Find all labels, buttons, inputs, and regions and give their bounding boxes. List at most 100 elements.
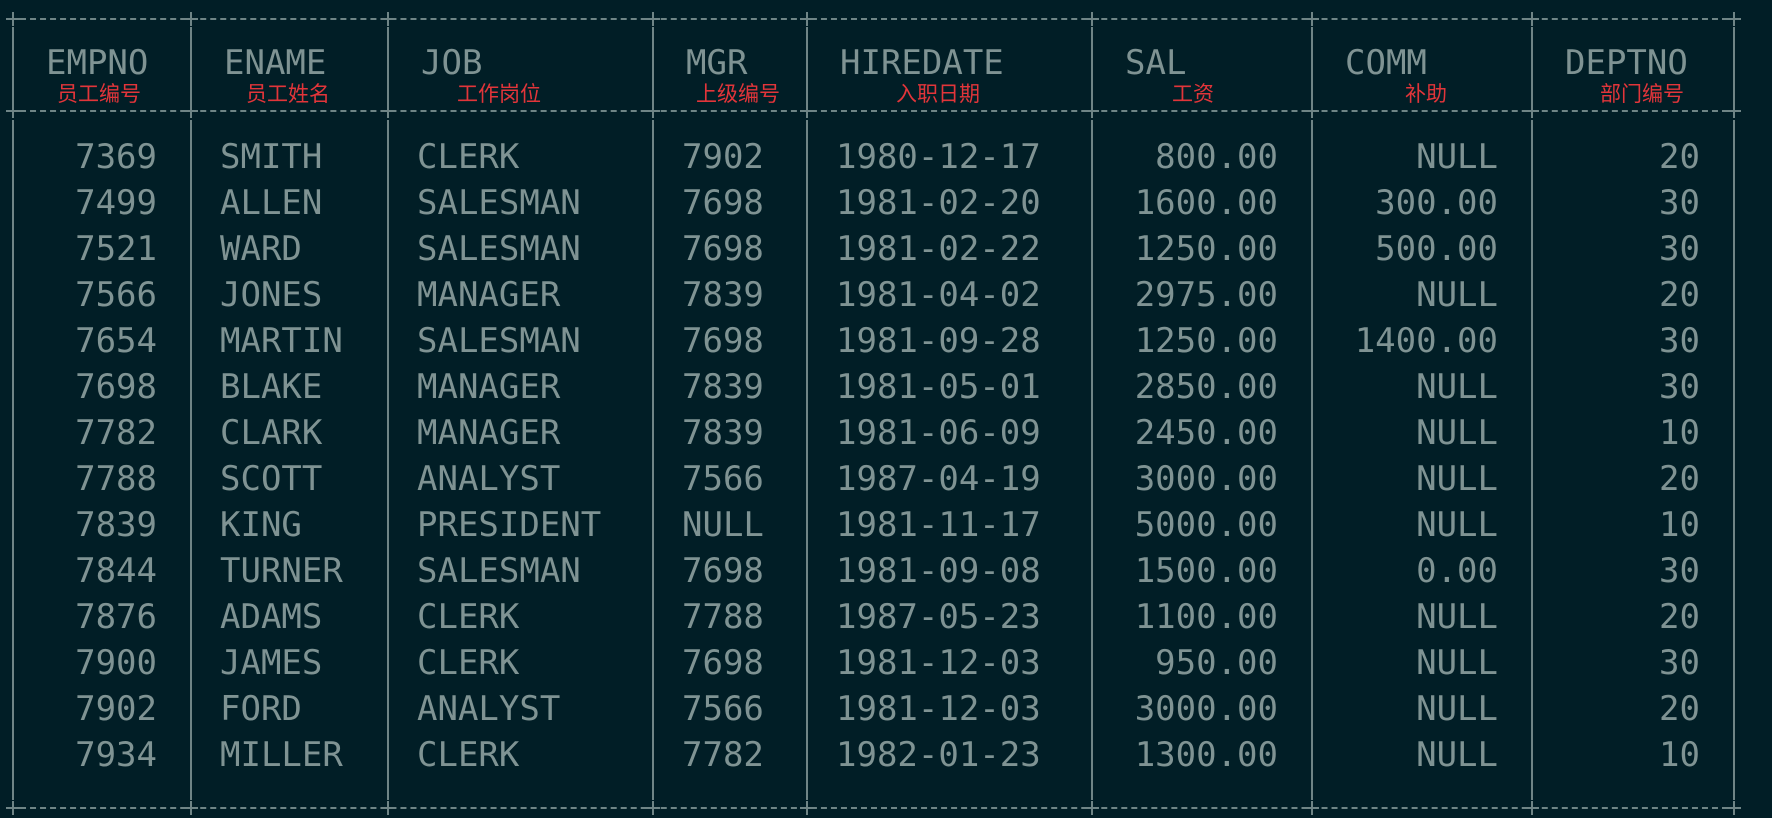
table-border-joint — [381, 12, 395, 26]
table-cell-job: ANALYST — [417, 459, 561, 499]
table-cell-hiredate: 1981-02-20 — [836, 183, 1041, 223]
table-cell-ename: JONES — [220, 275, 323, 315]
table-cell-hiredate: 1987-05-23 — [836, 597, 1041, 637]
table-cell-ename: ADAMS — [220, 597, 323, 637]
table-cell-job: CLERK — [417, 643, 520, 683]
table-cell-comm: NULL — [1416, 505, 1498, 545]
table-border-joint — [1727, 104, 1741, 118]
table-cell-empno: 7566 — [75, 275, 157, 315]
table-border-joint — [1085, 104, 1099, 118]
table-cell-empno: 7499 — [75, 183, 157, 223]
table-cell-hiredate: 1981-06-09 — [836, 413, 1041, 453]
table-border-joint — [184, 12, 198, 26]
table-cell-mgr: 7839 — [682, 275, 764, 315]
table-cell-sal: 1600.00 — [1134, 183, 1278, 223]
table-cell-mgr: 7788 — [682, 597, 764, 637]
table-cell-sal: 1300.00 — [1134, 735, 1278, 775]
table-cell-comm: NULL — [1416, 643, 1498, 683]
table-column-divider — [1531, 27, 1533, 104]
table-cell-deptno: 20 — [1659, 275, 1700, 315]
table-cell-ename: SMITH — [220, 137, 323, 177]
table-cell-ename: BLAKE — [220, 367, 323, 407]
table-column-divider — [806, 120, 808, 800]
table-border-joint — [1085, 12, 1099, 26]
table-cell-mgr: 7698 — [682, 551, 764, 591]
table-cell-deptno: 20 — [1659, 137, 1700, 177]
column-annotation-deptno: 部门编号 — [1600, 82, 1684, 106]
column-annotation-ename: 员工姓名 — [246, 82, 330, 106]
table-border-joint — [1085, 801, 1099, 815]
table-cell-deptno: 30 — [1659, 183, 1700, 223]
table-cell-sal: 3000.00 — [1134, 689, 1278, 729]
table-column-divider — [652, 27, 654, 104]
table-cell-deptno: 20 — [1659, 689, 1700, 729]
column-header-hiredate: HIREDATE — [840, 43, 1004, 83]
table-cell-ename: WARD — [220, 229, 302, 269]
table-cell-hiredate: 1981-09-28 — [836, 321, 1041, 361]
table-column-divider — [652, 120, 654, 800]
table-cell-job: MANAGER — [417, 275, 561, 315]
table-cell-empno: 7369 — [75, 137, 157, 177]
table-cell-deptno: 30 — [1659, 367, 1700, 407]
table-cell-job: SALESMAN — [417, 321, 581, 361]
table-cell-hiredate: 1980-12-17 — [836, 137, 1041, 177]
column-annotation-comm: 补助 — [1405, 82, 1447, 106]
table-cell-deptno: 30 — [1659, 551, 1700, 591]
table-cell-comm: NULL — [1416, 137, 1498, 177]
table-cell-hiredate: 1981-12-03 — [836, 643, 1041, 683]
table-column-divider — [1531, 120, 1533, 800]
column-header-mgr: MGR — [686, 43, 748, 83]
table-cell-job: MANAGER — [417, 413, 561, 453]
table-column-divider — [1311, 120, 1313, 800]
column-annotation-empno: 员工编号 — [57, 82, 141, 106]
table-border-joint — [184, 801, 198, 815]
table-cell-ename: TURNER — [220, 551, 343, 591]
table-cell-job: CLERK — [417, 597, 520, 637]
table-column-divider — [1091, 27, 1093, 104]
table-cell-sal: 5000.00 — [1134, 505, 1278, 545]
column-header-empno: EMPNO — [46, 43, 149, 83]
table-cell-comm: 500.00 — [1375, 229, 1498, 269]
table-cell-empno: 7521 — [75, 229, 157, 269]
table-cell-sal: 1250.00 — [1134, 321, 1278, 361]
table-cell-mgr: 7782 — [682, 735, 764, 775]
table-border-joint — [1305, 104, 1319, 118]
table-border-joint — [381, 104, 395, 118]
table-cell-job: CLERK — [417, 735, 520, 775]
table-cell-job: ANALYST — [417, 689, 561, 729]
table-border-joint — [184, 104, 198, 118]
table-border-joint — [800, 104, 814, 118]
table-cell-empno: 7698 — [75, 367, 157, 407]
table-column-divider — [12, 27, 14, 104]
column-header-deptno: DEPTNO — [1565, 43, 1688, 83]
table-column-divider — [1311, 27, 1313, 104]
table-cell-mgr: 7698 — [682, 183, 764, 223]
table-cell-job: PRESIDENT — [417, 505, 602, 545]
table-cell-empno: 7839 — [75, 505, 157, 545]
table-border-joint — [646, 12, 660, 26]
table-cell-mgr: 7839 — [682, 367, 764, 407]
table-cell-mgr: 7839 — [682, 413, 764, 453]
table-column-divider — [387, 120, 389, 800]
table-cell-sal: 3000.00 — [1134, 459, 1278, 499]
table-cell-empno: 7788 — [75, 459, 157, 499]
table-cell-comm: 0.00 — [1416, 551, 1498, 591]
table-column-divider — [806, 27, 808, 104]
table-column-divider — [12, 120, 14, 800]
table-cell-sal: 1500.00 — [1134, 551, 1278, 591]
table-cell-job: SALESMAN — [417, 551, 581, 591]
table-cell-mgr: NULL — [682, 505, 764, 545]
table-cell-deptno: 10 — [1659, 505, 1700, 545]
table-border-joint — [6, 801, 20, 815]
table-cell-mgr: 7566 — [682, 689, 764, 729]
table-border-joint — [1525, 104, 1539, 118]
table-cell-deptno: 30 — [1659, 229, 1700, 269]
column-annotation-sal: 工资 — [1172, 82, 1214, 106]
table-cell-job: MANAGER — [417, 367, 561, 407]
table-cell-hiredate: 1981-04-02 — [836, 275, 1041, 315]
table-column-divider — [1091, 120, 1093, 800]
column-annotation-mgr: 上级编号 — [696, 82, 780, 106]
table-cell-sal: 2450.00 — [1134, 413, 1278, 453]
table-border-joint — [381, 801, 395, 815]
